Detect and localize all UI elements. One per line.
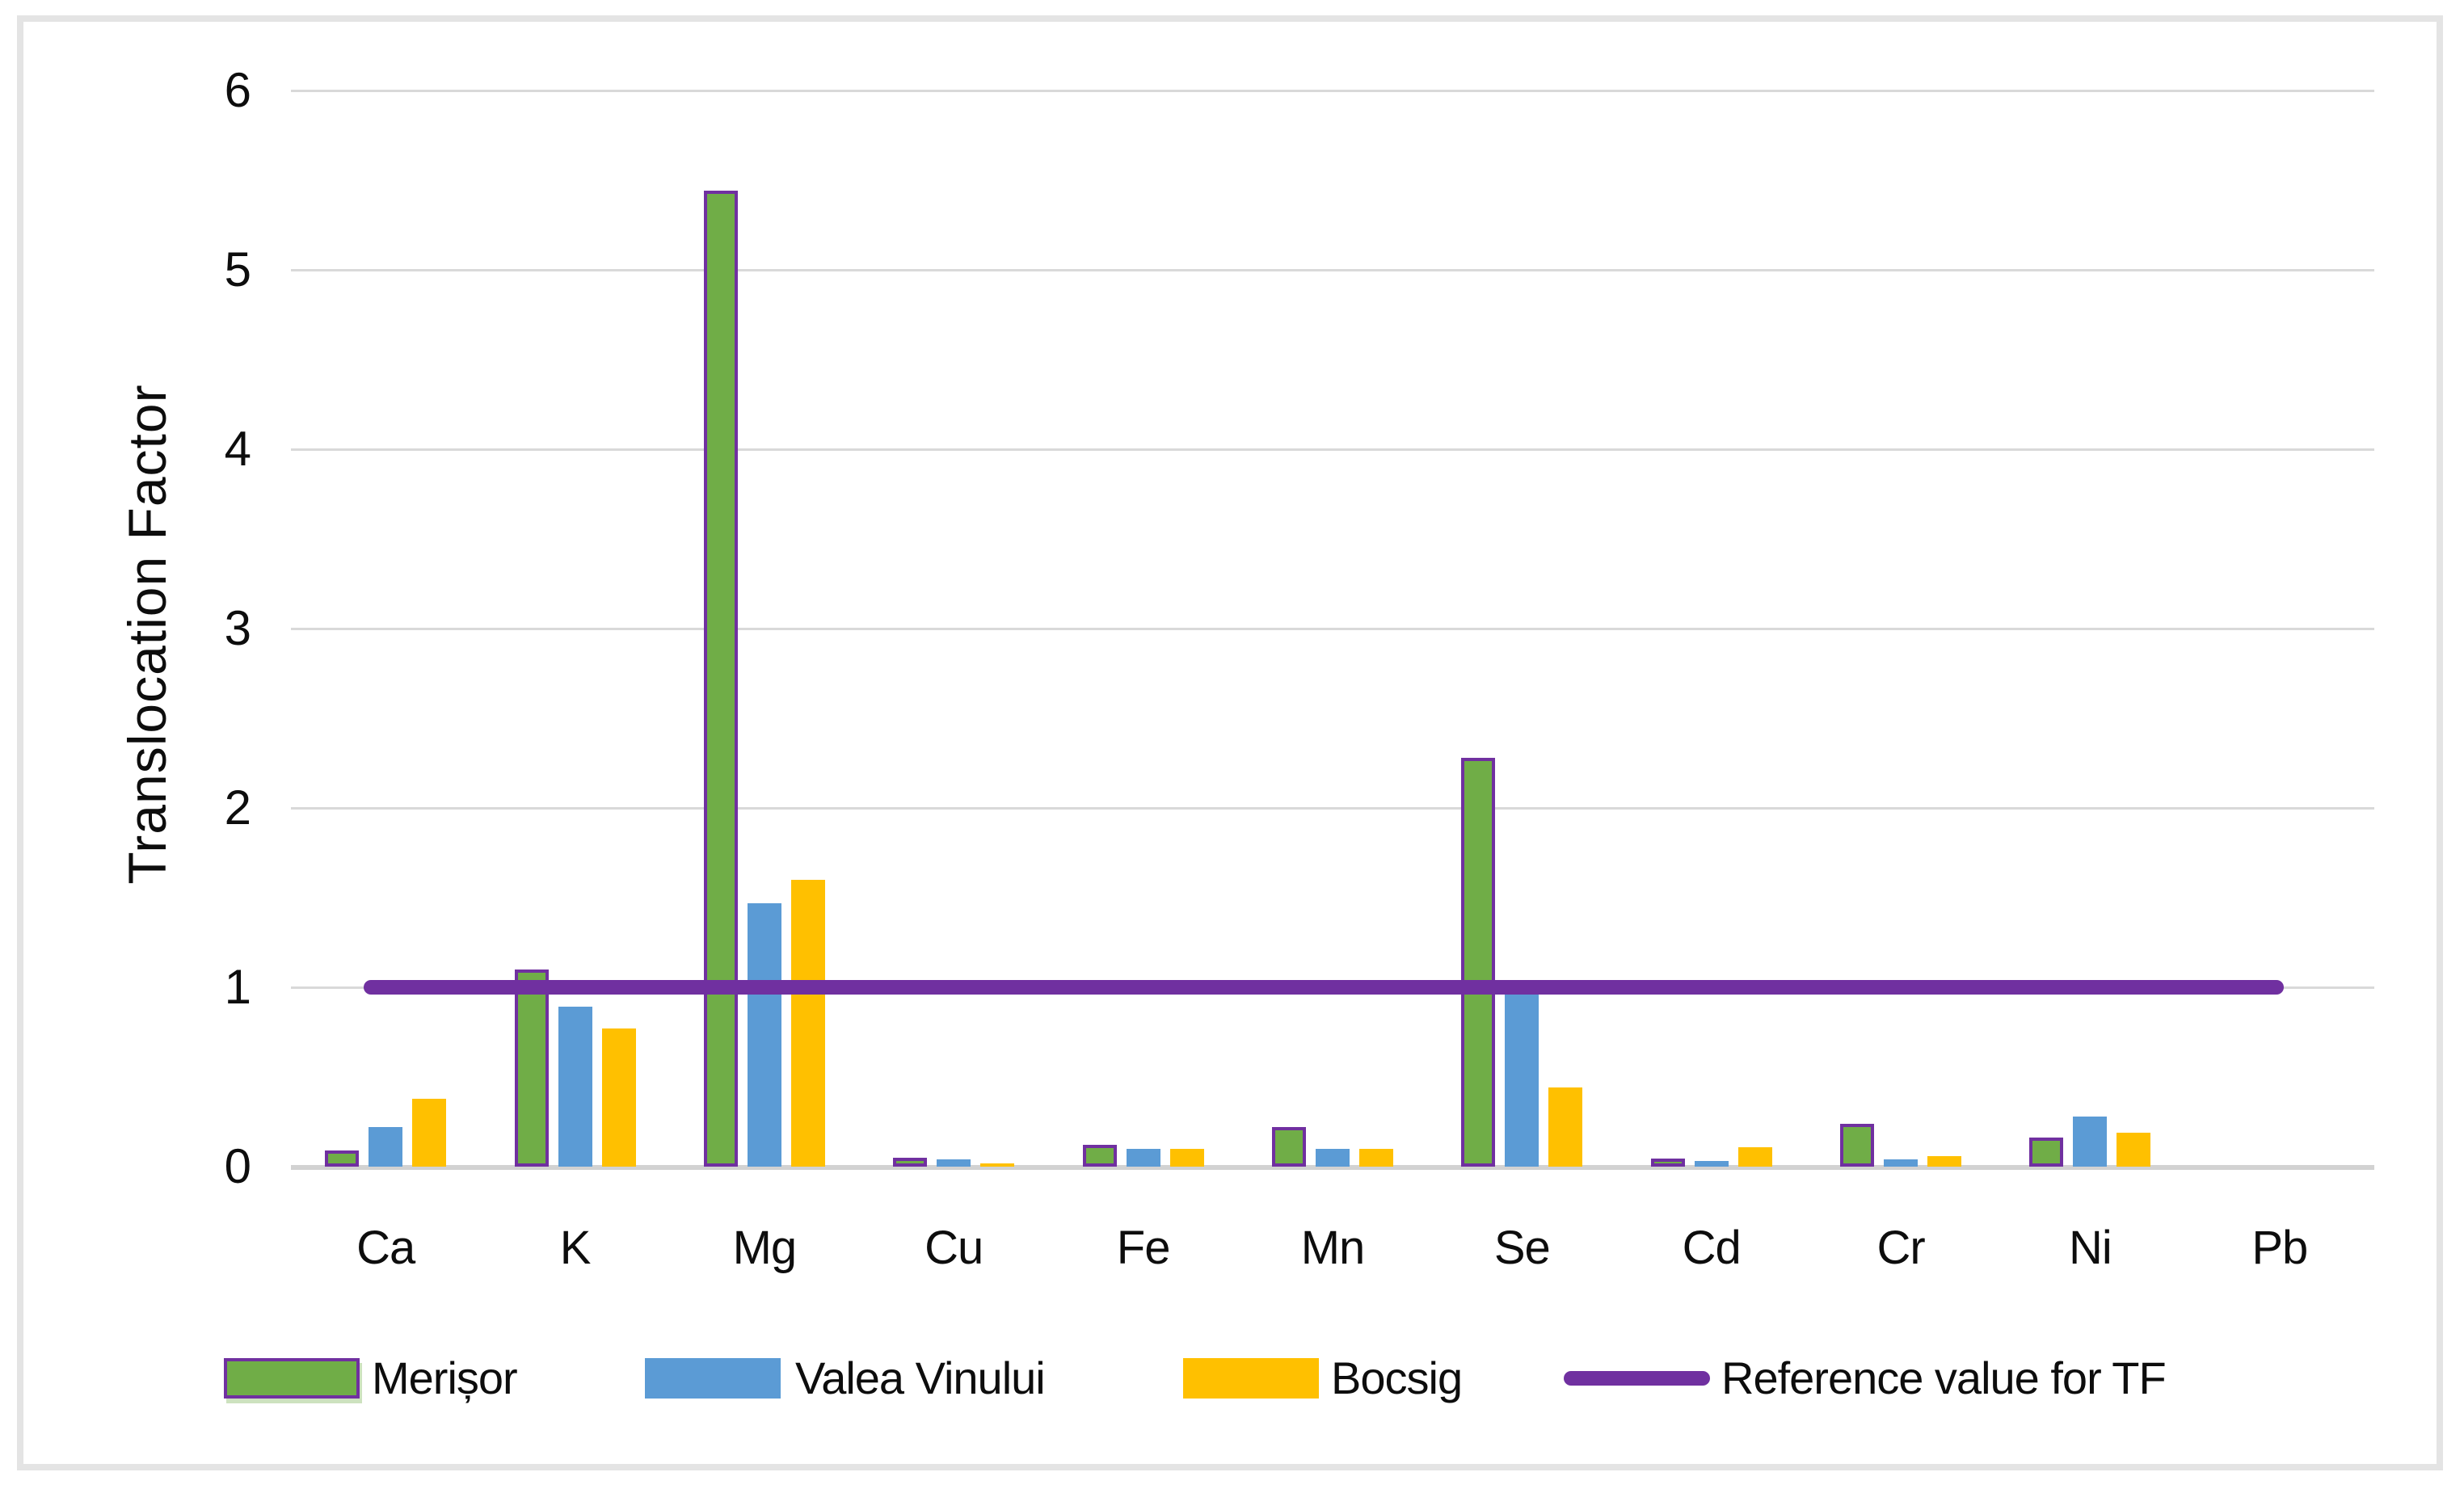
bar-merisor-fe	[1083, 1145, 1117, 1167]
gridline-y-3	[291, 628, 2374, 630]
figure-border	[17, 15, 2443, 1470]
bar-merisor-cd	[1651, 1159, 1685, 1167]
bar-merisor-mn	[1272, 1127, 1306, 1167]
gridline-y-2	[291, 807, 2374, 810]
gridline-y-5	[291, 269, 2374, 271]
legend-swatch-bocsig	[1183, 1358, 1319, 1399]
bar-bocsig-cu	[980, 1163, 1014, 1167]
x-category-label-cr: Cr	[1876, 1222, 1925, 1274]
bar-merisor-ni	[2029, 1138, 2063, 1167]
legend-swatch-valea-vinului	[645, 1358, 781, 1399]
bar-merisor-k	[515, 970, 549, 1167]
legend-label-bocsig: Bocsig	[1331, 1352, 1463, 1403]
bar-merisor-ca	[325, 1150, 359, 1167]
bar-bocsig-mg	[791, 880, 825, 1167]
bar-valea-vinului-fe	[1127, 1149, 1160, 1167]
legend-label-reference: Reference value for TF	[1721, 1352, 2167, 1403]
bar-bocsig-se	[1548, 1087, 1582, 1167]
bar-valea-vinului-ca	[369, 1127, 402, 1167]
bar-merisor-mg	[704, 191, 738, 1167]
bar-valea-vinului-cr	[1884, 1159, 1918, 1167]
bar-bocsig-cd	[1738, 1147, 1772, 1167]
bar-valea-vinului-mn	[1316, 1149, 1350, 1167]
x-category-label-pb: Pb	[2251, 1222, 2308, 1274]
x-category-label-ni: Ni	[2069, 1222, 2112, 1274]
y-tick-label-1: 1	[224, 960, 251, 1014]
x-category-label-cd: Cd	[1682, 1222, 1742, 1274]
x-category-label-ca: Ca	[356, 1222, 415, 1274]
x-category-label-fe: Fe	[1116, 1222, 1171, 1274]
legend-label-merisor: Merișor	[372, 1352, 518, 1403]
bar-merisor-cu	[893, 1158, 927, 1167]
gridline-y-4	[291, 448, 2374, 451]
x-axis-line	[291, 1165, 2374, 1170]
bar-valea-vinului-cd	[1695, 1161, 1729, 1167]
legend-line-reference	[1564, 1371, 1710, 1386]
x-category-label-cu: Cu	[925, 1222, 983, 1274]
y-tick-label-2: 2	[224, 780, 251, 835]
bar-merisor-cr	[1840, 1124, 1874, 1167]
y-tick-label-5: 5	[224, 242, 251, 297]
bar-valea-vinului-mg	[748, 903, 781, 1167]
bar-valea-vinului-k	[558, 1007, 592, 1167]
bar-merisor-se	[1461, 758, 1495, 1167]
y-tick-label-4: 4	[224, 422, 251, 476]
bar-bocsig-k	[602, 1028, 636, 1167]
bar-bocsig-cr	[1927, 1156, 1961, 1167]
y-tick-label-3: 3	[224, 601, 251, 655]
x-category-label-se: Se	[1493, 1222, 1551, 1274]
gridline-y-6	[291, 90, 2374, 92]
bar-bocsig-ni	[2117, 1133, 2150, 1167]
bar-valea-vinului-ni	[2073, 1117, 2107, 1167]
y-tick-label-6: 6	[224, 63, 251, 117]
y-tick-label-0: 0	[224, 1139, 251, 1193]
bar-bocsig-ca	[412, 1099, 446, 1167]
legend-swatch-merisor	[224, 1358, 360, 1399]
bar-valea-vinului-se	[1505, 993, 1539, 1167]
legend-label-valea-vinului: Valea Vinului	[795, 1352, 1046, 1403]
x-category-label-mn: Mn	[1300, 1222, 1366, 1274]
bar-valea-vinului-cu	[937, 1159, 971, 1167]
reference-line	[364, 980, 2284, 995]
bar-bocsig-mn	[1359, 1149, 1393, 1167]
bar-bocsig-fe	[1170, 1149, 1204, 1167]
x-category-label-k: K	[559, 1222, 592, 1274]
x-category-label-mg: Mg	[732, 1222, 798, 1274]
